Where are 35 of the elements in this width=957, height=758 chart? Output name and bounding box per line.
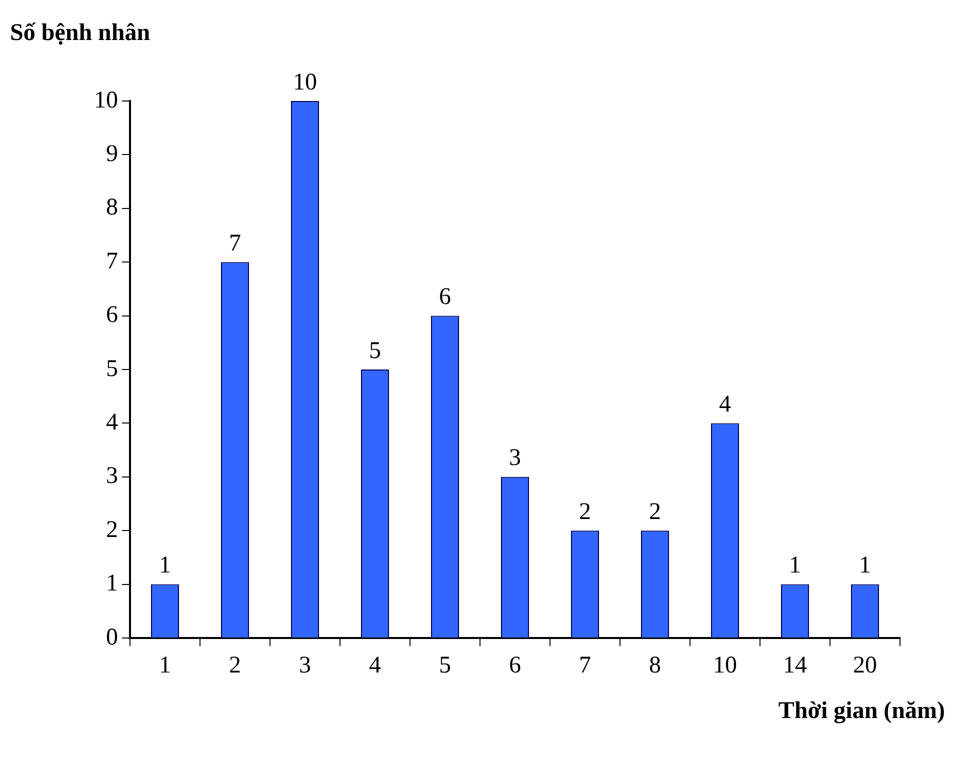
data-label: 2: [649, 498, 661, 525]
y-tick-label: 4: [106, 409, 118, 436]
x-tick-label: 20: [853, 652, 877, 679]
y-tick-label: 3: [106, 463, 118, 490]
data-label: 5: [369, 338, 381, 364]
x-tick-label: 14: [783, 652, 807, 679]
y-tick-label: 5: [106, 356, 118, 382]
data-label: 10: [293, 69, 317, 96]
x-tick-label: 1: [159, 652, 171, 679]
x-tick-label: 3: [299, 652, 311, 679]
data-label: 1: [789, 552, 801, 579]
y-tick-label: 2: [106, 516, 118, 543]
x-tick-label: 7: [579, 652, 591, 679]
x-tick-label: 10: [713, 652, 737, 679]
x-tick-label: 4: [369, 652, 381, 679]
x-tick-label: 5: [439, 652, 451, 679]
y-tick-label: 7: [106, 248, 118, 274]
data-label: 6: [439, 284, 451, 310]
y-tick-label: 9: [106, 140, 118, 167]
y-tick-label: 8: [106, 194, 118, 221]
data-label: 4: [719, 391, 731, 418]
y-tick-label: 6: [106, 302, 118, 328]
x-tick-label: 8: [649, 652, 661, 679]
data-label: 7: [229, 230, 241, 256]
x-tick-label: 6: [509, 652, 521, 679]
y-tick-label: 10: [94, 87, 118, 114]
data-label: 1: [159, 552, 171, 579]
data-label: 1: [859, 552, 871, 579]
y-axis-title: Số bệnh nhân: [10, 20, 150, 47]
data-label: 3: [509, 445, 521, 472]
data-label: 2: [579, 498, 591, 525]
y-tick-label: 1: [106, 570, 118, 597]
y-tick-label: 0: [106, 624, 118, 650]
x-tick-label: 2: [229, 652, 241, 679]
x-axis-title: Thời gian (năm): [778, 698, 945, 725]
